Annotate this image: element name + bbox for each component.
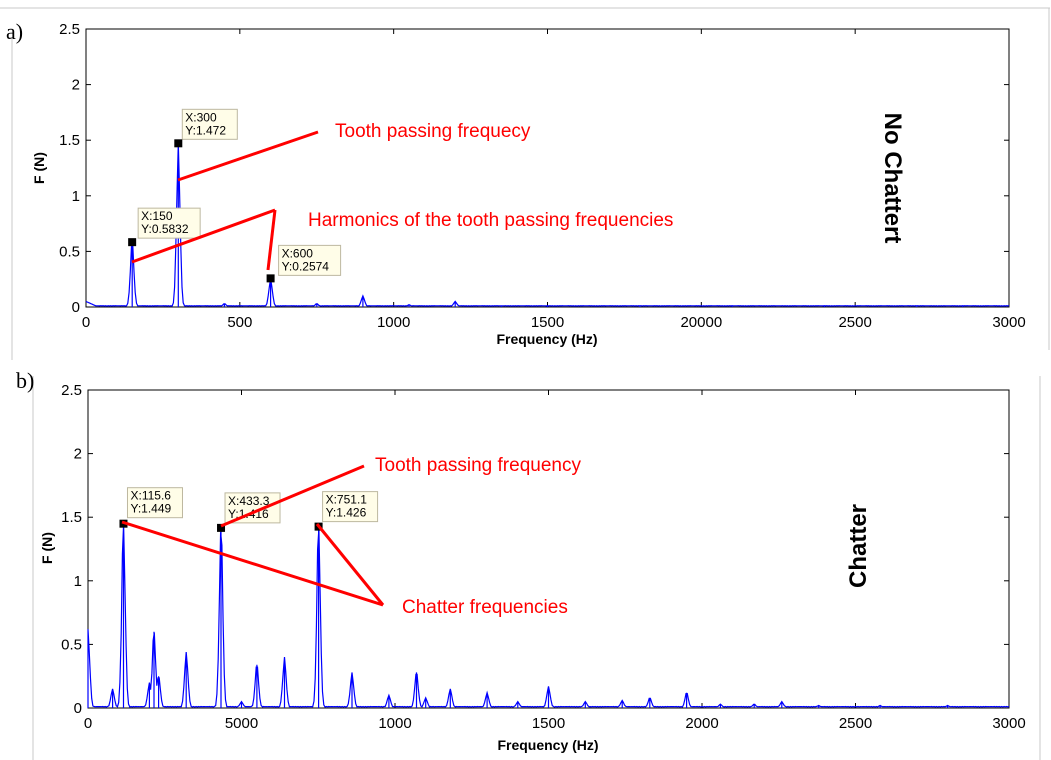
panel-a-spectrum-line	[85, 143, 1010, 307]
panel-b-xtick-label: 2500	[839, 715, 872, 732]
panel-a-callout-harmonic-2	[266, 209, 277, 271]
panel-a: a) 0 500 1000 1500 20000 2500 3000 0 0.5 1 1.5 2 2.5…	[0, 7, 1050, 360]
panel-b: b) 0 5000 1000 1500 2000 2500 3000 0 0.5 1 1.5 2 2.5…	[16, 368, 1041, 760]
panel-a-datatip-box	[137, 207, 201, 239]
panel-b-plot-area	[87, 389, 1010, 709]
panel-b-xtick-label: 3000	[992, 715, 1025, 732]
panel-a-xtick-label: 1500	[531, 314, 564, 331]
panel-a-ytick-label: 1	[72, 188, 80, 205]
panel-a-datatip-x: X:300	[185, 110, 217, 124]
panel-b-label: b)	[16, 368, 34, 393]
panel-a-datatip-y: Y:0.5832	[141, 222, 189, 236]
panel-a-datatip-box	[278, 244, 342, 276]
panel-a-callout-tooth	[177, 130, 319, 182]
panel-a-callout-harmonic-1	[131, 208, 276, 264]
panel-b-ytick-label: 2.5	[61, 382, 82, 399]
panel-a-ytick-label: 0.5	[59, 243, 80, 260]
panel-a-annotation-harmonics: Harmonics of the tooth passing frequenci…	[308, 210, 673, 231]
panel-a-datatip-marker	[174, 139, 183, 148]
panel-b-ytick-label: 2	[74, 446, 82, 463]
panel-b-xlabel: Frequency (Hz)	[497, 737, 598, 753]
panel-a-datatip-x: X:150	[141, 209, 173, 223]
panel-a-ylabel: F (N)	[31, 152, 47, 184]
panel-b-callout-tooth	[220, 464, 365, 528]
panel-b-ytick-label: 0.5	[61, 636, 82, 653]
panel-a-datatip-y: Y:0.2574	[282, 259, 330, 273]
panel-a-ytick-label: 1.5	[59, 132, 80, 149]
panel-b-xtick-label: 1000	[378, 715, 411, 732]
panel-a-annotation-tooth: Tooth passing frequecy	[335, 121, 531, 142]
panel-b-ylabel: F (N)	[39, 532, 55, 564]
panel-a-datatip-y: Y:1.472	[185, 123, 226, 137]
panel-a-xlabel: Frequency (Hz)	[496, 331, 597, 347]
panel-b-datatip-y: Y:1.449	[130, 502, 171, 516]
panel-b-spectrum-line	[87, 523, 1010, 708]
panel-b-datatip-box	[322, 491, 379, 523]
panel-a-label: a)	[6, 19, 23, 44]
panel-b-callout-chatter-2	[315, 523, 385, 606]
panel-b-datatip-x: X:751.1	[326, 493, 368, 507]
panel-b-annotation-tooth: Tooth passing frequency	[375, 455, 581, 476]
panel-a-ticks: 0 500 1000 1500 20000 2500 3000 0 0.5 1 1.5 2 2.5	[59, 21, 1026, 331]
panel-a-xtick-label: 3000	[992, 314, 1025, 331]
panel-b-datatip-box	[224, 492, 281, 524]
panel-a-datatip-x: X:600	[282, 246, 314, 260]
panel-a-xtick-label: 0	[82, 314, 90, 331]
panel-b-ytick-label: 1	[74, 573, 82, 590]
panel-a-plot-area	[85, 28, 1010, 308]
panel-b-side-label: Chatter	[845, 504, 872, 588]
panel-a-datatip-marker	[128, 238, 137, 247]
panel-a-datatip-marker	[266, 274, 275, 283]
panel-b-xtick-label: 2000	[685, 715, 718, 732]
panel-b-datatip-y: Y:1.426	[326, 506, 367, 520]
panel-b-xtick-label: 0	[84, 715, 92, 732]
panel-b-annotation-chatter: Chatter frequencies	[402, 597, 568, 618]
panel-a-xtick-label: 1000	[377, 314, 410, 331]
panel-b-datatip-x: X:115.6	[130, 489, 171, 503]
panel-b-xtick-label: 1500	[532, 715, 565, 732]
panel-b-axes: 0 5000 1000 1500 2000 2500 3000 0 0.5 1 1.5 2 2.5 X:…	[61, 382, 1026, 732]
panel-a-ytick-label: 2	[72, 77, 80, 94]
panel-b-ytick-label: 0	[74, 700, 82, 717]
panel-b-ytick-label: 1.5	[61, 509, 82, 526]
panel-a-side-label: No Chattert	[879, 113, 906, 244]
panel-a-xtick-label: 20000	[680, 314, 722, 331]
panel-a-ytick-label: 0	[72, 299, 80, 316]
panel-a-axes: 0 500 1000 1500 20000 2500 3000 0 0.5 1 1.5 2 2.5 X:…	[59, 21, 1026, 331]
panel-a-xtick-label: 2500	[838, 314, 871, 331]
panel-b-ticks: 0 5000 1000 1500 2000 2500 3000 0 0.5 1 1.5 2 2.5	[61, 382, 1026, 732]
panel-b-datatips: X:115.6Y:1.449X:433.3Y:1.416X:751.1Y:1.4…	[119, 487, 379, 532]
panel-b-datatip-x: X:433.3	[228, 494, 270, 508]
panel-a-ytick-label: 2.5	[59, 21, 80, 38]
panel-b-datatip-marker	[217, 523, 226, 532]
panel-b-datatip-box	[126, 487, 183, 519]
panel-b-callout-chatter-1	[121, 520, 384, 607]
panel-b-xtick-label: 5000	[225, 715, 258, 732]
panel-a-xtick-label: 500	[227, 314, 252, 331]
panel-a-datatip-box	[181, 108, 238, 140]
